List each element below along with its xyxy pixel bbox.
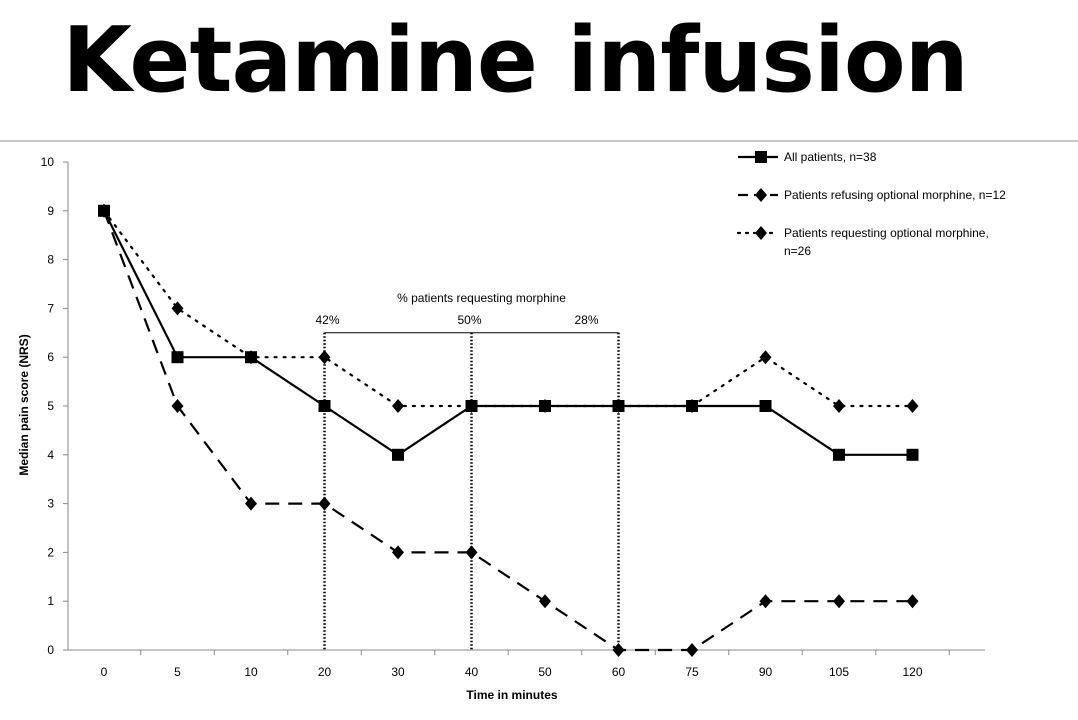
y-tick-label: 10 [41,155,55,169]
legend-swatch-marker [755,226,767,240]
chart-series [98,203,919,657]
data-point [759,400,772,412]
y-tick-label: 2 [47,545,54,559]
y-tick-label: 0 [47,643,54,657]
legend-item: All patients, n=38 [738,150,877,164]
legend-label: All patients, n=38 [784,150,877,164]
data-point [318,350,331,365]
data-point [759,350,772,365]
series-solid [98,204,919,461]
y-tick-label: 3 [47,497,54,511]
series-line [102,209,914,408]
y-tick-label: 1 [47,594,54,608]
series-line [102,210,913,652]
y-tick-label: 6 [47,350,54,364]
y-axis-label: Median pain score (NRS) [17,334,31,475]
y-tick-label: 9 [47,204,54,218]
legend-swatch-marker [755,188,767,202]
morphine-percent-label: 42% [315,313,339,327]
x-tick-label: 90 [759,665,773,679]
data-point [392,399,404,413]
x-tick-label: 30 [391,665,405,679]
y-tick-label: 8 [47,253,54,267]
x-axis-ticks: 0 5 10 20 30 40 50 60 75 90 105 120 [101,650,950,679]
data-point [833,399,845,413]
x-tick-label: 0 [101,665,108,679]
x-tick-label: 60 [612,665,626,679]
data-point [759,594,772,609]
legend-label: Patients requesting optional morphine, [784,226,989,240]
x-tick-label: 120 [902,665,922,679]
data-point [612,400,625,412]
legend-swatch-marker [755,151,767,163]
legend-item: Patients refusing optional morphine, n=1… [738,188,1006,202]
data-point [171,301,184,316]
data-point [612,643,625,657]
data-point [465,400,478,412]
slide-title: Ketamine infusion [62,8,969,113]
data-point [245,351,257,364]
data-point [171,399,184,413]
data-point [686,400,698,412]
x-tick-label: 40 [465,665,479,679]
morphine-annotation: 42% 50% 28% % patients requesting morphine [315,291,620,650]
data-point [98,204,110,217]
y-tick-label: 4 [47,448,54,462]
series-line [103,210,913,457]
y-tick-label: 5 [47,399,54,413]
data-point [539,594,551,609]
legend-label: Patients refusing optional morphine, n=1… [784,188,1006,202]
data-point [539,400,551,412]
legend-label: n=26 [784,244,811,258]
x-tick-label: 50 [538,665,552,679]
morphine-percent-label: 50% [457,313,481,327]
legend-item: Patients requesting optional morphine, n=… [736,226,989,258]
x-tick-label: 10 [244,665,258,679]
data-point [245,496,257,511]
morphine-percent-label: 28% [574,313,598,327]
data-point [171,351,184,364]
data-point [906,399,919,413]
chart-legend: All patients, n=38 Patients refusing opti… [736,150,1006,258]
y-axis-ticks: 0 1 2 3 4 5 6 7 8 9 10 [41,155,68,657]
x-axis-label: Time in minutes [466,688,557,702]
x-tick-label: 75 [685,665,699,679]
y-tick-label: 7 [47,301,54,315]
title-divider [0,140,1078,142]
series-dashed [98,203,919,657]
x-tick-label: 5 [174,665,181,679]
data-point [906,594,919,609]
data-point [686,643,698,657]
data-point [318,400,331,412]
data-point [465,545,478,560]
x-tick-label: 105 [829,665,849,679]
data-point [833,594,845,609]
data-point [906,448,919,461]
data-point [392,448,404,461]
data-point [833,448,845,461]
data-point [392,545,404,560]
morphine-annotation-title: % patients requesting morphine [397,291,566,305]
x-tick-label: 20 [318,665,332,679]
data-point [318,496,331,511]
